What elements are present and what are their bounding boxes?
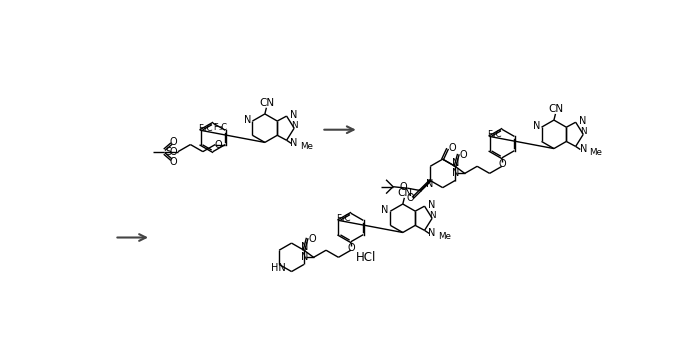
Text: N: N <box>243 115 251 125</box>
Text: O: O <box>170 147 178 157</box>
Text: F₃C: F₃C <box>199 124 213 133</box>
Text: ₃C: ₃C <box>219 123 228 132</box>
Text: O: O <box>498 158 506 169</box>
Text: CN: CN <box>398 188 412 198</box>
Text: N: N <box>428 200 435 210</box>
Text: CN: CN <box>549 104 564 114</box>
Text: O: O <box>308 234 316 244</box>
Text: N: N <box>579 144 587 154</box>
Text: O: O <box>170 137 177 147</box>
Text: O: O <box>170 157 177 167</box>
Text: O: O <box>400 182 408 192</box>
Text: Me: Me <box>438 232 451 241</box>
Text: N: N <box>301 252 308 262</box>
Text: N: N <box>426 179 433 189</box>
Text: N: N <box>452 168 460 178</box>
Text: Me: Me <box>589 148 602 157</box>
Text: F: F <box>213 123 217 132</box>
Text: N: N <box>452 158 459 168</box>
Text: N: N <box>533 121 540 131</box>
Text: HCl: HCl <box>356 251 377 264</box>
Text: N: N <box>291 121 298 130</box>
Text: N: N <box>289 110 297 120</box>
Text: N: N <box>291 138 298 147</box>
Text: F₃C: F₃C <box>487 130 502 139</box>
Text: S: S <box>165 147 171 157</box>
Text: N: N <box>301 242 308 252</box>
Text: N: N <box>428 228 435 238</box>
Text: N: N <box>382 205 389 215</box>
Text: N: N <box>580 127 587 136</box>
Text: HN: HN <box>271 263 286 273</box>
Text: O: O <box>214 140 222 150</box>
Text: O: O <box>406 193 414 203</box>
Text: O: O <box>347 243 354 252</box>
Text: O: O <box>459 150 467 160</box>
Text: O: O <box>448 143 456 153</box>
Text: N: N <box>429 211 435 220</box>
Text: CN: CN <box>259 98 275 108</box>
Text: Me: Me <box>300 142 312 151</box>
Text: N: N <box>579 117 586 127</box>
Text: F₃C: F₃C <box>336 214 351 223</box>
